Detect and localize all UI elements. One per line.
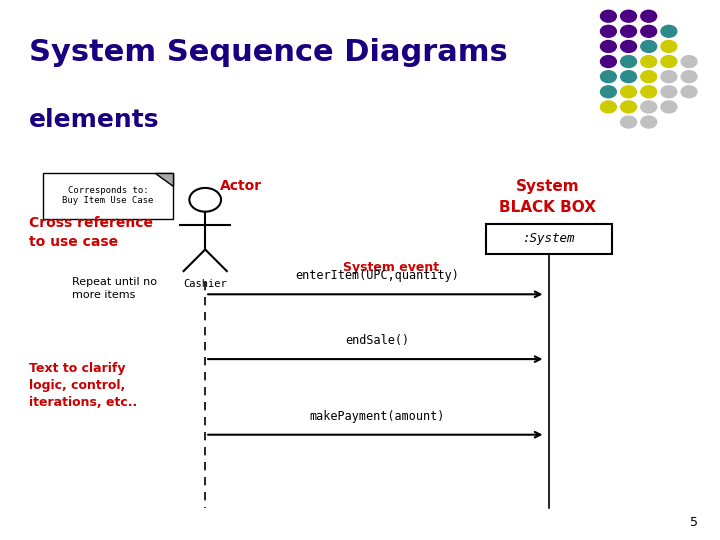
Text: Actor: Actor <box>220 179 262 193</box>
Circle shape <box>621 101 636 113</box>
Text: :System: :System <box>523 232 575 246</box>
Circle shape <box>641 10 657 22</box>
Text: Cross reference
to use case: Cross reference to use case <box>29 216 153 249</box>
Circle shape <box>600 101 616 113</box>
Text: makePayment(amount): makePayment(amount) <box>310 410 445 423</box>
Circle shape <box>641 86 657 98</box>
Circle shape <box>621 116 636 128</box>
Circle shape <box>641 56 657 68</box>
Text: Cashier: Cashier <box>184 279 227 289</box>
Text: Corresponds to:
Buy Item Use Case: Corresponds to: Buy Item Use Case <box>63 186 153 205</box>
Circle shape <box>681 86 697 98</box>
Circle shape <box>600 86 616 98</box>
Circle shape <box>661 86 677 98</box>
Circle shape <box>600 10 616 22</box>
Circle shape <box>621 40 636 52</box>
Circle shape <box>641 71 657 83</box>
Circle shape <box>661 40 677 52</box>
Circle shape <box>621 71 636 83</box>
FancyBboxPatch shape <box>43 173 173 219</box>
Circle shape <box>681 71 697 83</box>
Polygon shape <box>155 173 173 186</box>
Text: 5: 5 <box>690 516 698 529</box>
Circle shape <box>621 25 636 37</box>
Circle shape <box>641 101 657 113</box>
Circle shape <box>661 56 677 68</box>
Text: System event: System event <box>343 261 440 274</box>
Circle shape <box>641 25 657 37</box>
Circle shape <box>661 71 677 83</box>
Circle shape <box>661 25 677 37</box>
Circle shape <box>661 101 677 113</box>
Circle shape <box>600 40 616 52</box>
Circle shape <box>681 56 697 68</box>
Text: Text to clarify
logic, control,
iterations, etc..: Text to clarify logic, control, iteratio… <box>29 362 137 409</box>
Circle shape <box>621 10 636 22</box>
Text: enterItem(UPC,quantity): enterItem(UPC,quantity) <box>295 269 459 282</box>
Text: System Sequence Diagrams: System Sequence Diagrams <box>29 38 508 67</box>
Circle shape <box>621 56 636 68</box>
Text: endSale(): endSale() <box>345 334 409 347</box>
Circle shape <box>621 86 636 98</box>
Text: System: System <box>516 179 579 194</box>
FancyBboxPatch shape <box>486 224 612 254</box>
Circle shape <box>600 25 616 37</box>
Text: Repeat until no
more items: Repeat until no more items <box>72 278 157 300</box>
Circle shape <box>641 116 657 128</box>
Circle shape <box>600 56 616 68</box>
Text: elements: elements <box>29 108 159 132</box>
Circle shape <box>600 71 616 83</box>
Text: BLACK BOX: BLACK BOX <box>499 200 595 215</box>
Circle shape <box>641 40 657 52</box>
